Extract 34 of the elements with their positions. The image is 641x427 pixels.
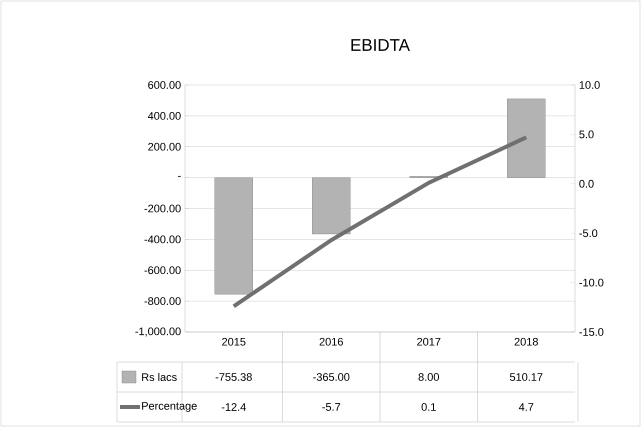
x-tick-label: 2018 xyxy=(514,338,538,346)
y2-tick-label: 0.0 xyxy=(579,180,594,188)
x-tick-label: 2015 xyxy=(222,338,246,346)
line-series xyxy=(232,135,528,308)
data-label: 8.00 xyxy=(418,373,439,381)
x-tick-label: 2017 xyxy=(417,338,440,346)
legend-label: Percentage xyxy=(142,402,197,412)
y-tick-label: -600.00 xyxy=(144,266,181,274)
data-label: 4.7 xyxy=(518,403,534,411)
y-tick-label: -1,000.00 xyxy=(135,327,181,337)
bar xyxy=(507,98,546,178)
bar xyxy=(214,177,253,294)
y2-tick-label: 5.0 xyxy=(579,130,594,138)
y-tick-label: 400.00 xyxy=(148,112,181,120)
data-label: -755.38 xyxy=(216,373,252,381)
data-label: -365.00 xyxy=(313,373,350,381)
data-label: 0.1 xyxy=(422,403,436,411)
data-label: 510.17 xyxy=(510,373,542,381)
x-tick-label: 2016 xyxy=(320,338,343,346)
y-tick-label: -200.00 xyxy=(144,204,181,212)
y-tick-label: - xyxy=(178,176,181,177)
y-tick-label: 600.00 xyxy=(148,81,181,89)
legend-label: Rs lacs xyxy=(142,372,177,382)
y-tick-label: -800.00 xyxy=(144,297,181,306)
data-label: -5.7 xyxy=(322,403,340,411)
bar xyxy=(312,177,350,234)
y2-tick-label: -10.0 xyxy=(579,278,604,286)
y2-tick-label: -15.0 xyxy=(579,328,604,336)
y2-tick-label: -5.0 xyxy=(579,229,598,238)
data-label: -12.4 xyxy=(222,403,246,411)
chart-title: EBIDTA xyxy=(351,39,410,51)
y-tick-label: -400.00 xyxy=(144,236,181,244)
y2-tick-label: 10.0 xyxy=(580,81,600,89)
y-tick-label: 200.00 xyxy=(148,142,181,151)
